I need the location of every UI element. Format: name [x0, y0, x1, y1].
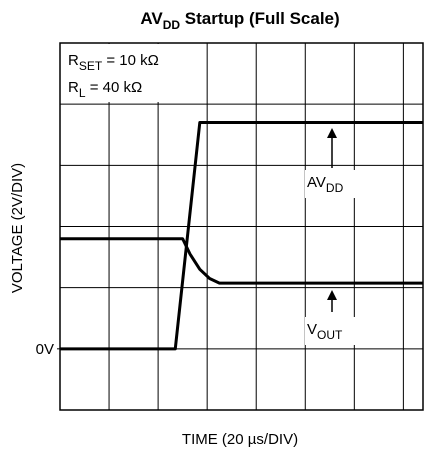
trace [60, 237, 423, 285]
legend-label: AVDD [307, 174, 344, 195]
arrow-head [327, 128, 337, 138]
annotation-part: = 40 kΩ [86, 79, 143, 96]
legend-label-part: DD [326, 181, 344, 195]
annotation: RL = 40 kΩ [68, 79, 142, 100]
annotation-part: L [79, 86, 86, 100]
legend-label-part: V [307, 321, 317, 338]
label-bg [305, 170, 365, 198]
annotation-part: SET [79, 59, 103, 73]
arrow-head [327, 290, 337, 300]
legend-label: VOUT [307, 321, 343, 342]
trace [60, 121, 423, 351]
title-part: Startup (Full Scale) [180, 9, 340, 28]
chart-title: AVDD Startup (Full Scale) [140, 9, 339, 32]
annotation-part: R [68, 52, 79, 69]
annotation-part: R [68, 79, 79, 96]
title-sub: DD [163, 18, 181, 32]
x-axis-label: TIME (20 µs/DIV) [182, 431, 298, 448]
annotation: RSET = 10 kΩ [68, 52, 159, 73]
legend-label-part: OUT [317, 328, 343, 342]
y-axis-label: VOLTAGE (2V/DIV) [9, 163, 26, 293]
annotation-part: = 10 kΩ [102, 52, 159, 69]
y-tick-label: 0V [36, 341, 54, 358]
label-bg [305, 317, 365, 345]
plot-frame [59, 42, 424, 411]
annotation-bg [61, 44, 206, 102]
legend-label-part: AV [307, 174, 326, 191]
title-part: AV [140, 9, 163, 28]
